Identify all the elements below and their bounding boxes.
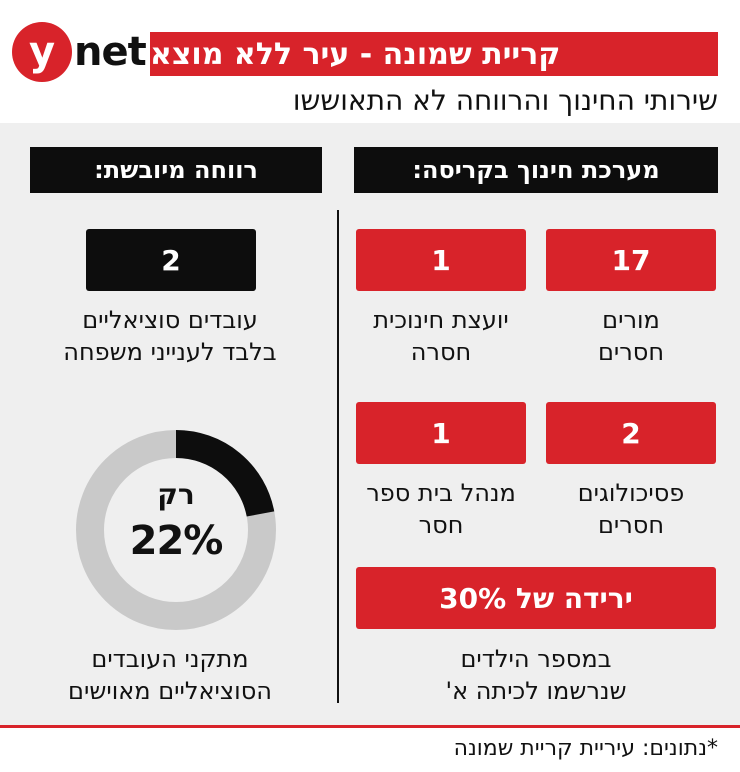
staffing-donut-chart xyxy=(76,430,276,630)
social-workers-count: 2 xyxy=(86,229,256,291)
teachers-missing-label-line1: מורים xyxy=(602,306,660,334)
counselor-missing-count: 1 xyxy=(356,229,526,291)
teachers-missing-count: 17 xyxy=(546,229,716,291)
positions-filled-label: מתקני העובדים הסוציאליים מאוישים xyxy=(20,643,320,707)
social-workers-label: עובדים סוציאליים בלבד לענייני משפחה xyxy=(20,304,320,368)
counselor-missing-label-line1: יועצת חינוכית xyxy=(373,306,509,334)
enrollment-drop-label-line2: שנרשמו לכיתה א' xyxy=(445,677,627,705)
positions-filled-label-line1: מתקני העובדים xyxy=(91,645,249,673)
donut-filled-arc xyxy=(76,430,276,630)
ynet-logo-word: net xyxy=(74,29,147,75)
enrollment-drop-label: במספר הילדים שנרשמו לכיתה א' xyxy=(356,643,716,707)
ynet-logo-circle xyxy=(12,22,72,82)
education-section-header: מערכת חינוך בקריסה: xyxy=(354,147,718,193)
principal-missing-label-line2: חסר xyxy=(418,511,464,539)
psychologists-missing-label-line2: חסרים xyxy=(597,511,665,539)
enrollment-drop-label-line1: במספר הילדים xyxy=(460,645,612,673)
welfare-section-header: רווחה מיובשת: xyxy=(30,147,322,193)
psychologists-missing-label: פסיכולוגים חסרים xyxy=(546,477,716,541)
column-divider xyxy=(337,210,339,703)
positions-filled-label-line2: הסוציאליים מאוישים xyxy=(68,677,272,705)
principal-missing-label-line1: מנהל בית ספר xyxy=(366,479,516,507)
principal-missing-label: מנהל בית ספר חסר xyxy=(346,477,536,541)
social-workers-label-line2: בלבד לענייני משפחה xyxy=(63,338,277,366)
ynet-logo-letter: y xyxy=(28,29,56,75)
counselor-missing-label: יועצת חינוכית חסרה xyxy=(346,304,536,368)
donut-word: רק xyxy=(157,478,195,511)
enrollment-drop-box: ירידה של 30% xyxy=(356,567,716,629)
page-subtitle: שירותי החינוך והרווחה לא התאוששו xyxy=(292,83,718,117)
principal-missing-count: 1 xyxy=(356,402,526,464)
footer-divider xyxy=(0,725,740,728)
psychologists-missing-count: 2 xyxy=(546,402,716,464)
data-source: *נתונים: עיריית קריית שמונה xyxy=(453,735,718,761)
psychologists-missing-label-line1: פסיכולוגים xyxy=(577,479,685,507)
social-workers-label-line1: עובדים סוציאליים xyxy=(82,306,258,334)
page-title: קריית שמונה - עיר ללא מוצא xyxy=(150,32,718,76)
counselor-missing-label-line2: חסרה xyxy=(410,338,472,366)
donut-value: 22% xyxy=(129,518,224,564)
teachers-missing-label-line2: חסרים xyxy=(597,338,665,366)
teachers-missing-label: מורים חסרים xyxy=(546,304,716,368)
